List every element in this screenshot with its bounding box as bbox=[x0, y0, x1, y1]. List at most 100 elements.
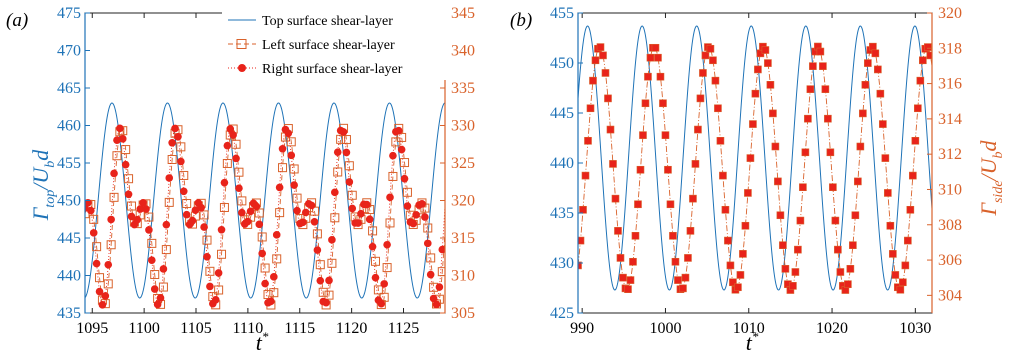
data-point-circle bbox=[316, 276, 325, 285]
data-point-square bbox=[739, 250, 747, 258]
panel-a-y-ticks-right: 305 310 315 320 325 330 335 340 345 bbox=[440, 5, 475, 322]
data-point-square bbox=[886, 221, 895, 230]
data-point-circle bbox=[203, 252, 211, 261]
data-point-circle bbox=[272, 231, 281, 239]
y-tick-label-left: 445 bbox=[550, 105, 574, 122]
y-tick-label-left: 450 bbox=[550, 55, 574, 72]
data-point-square bbox=[106, 240, 116, 250]
data-point-circle bbox=[92, 259, 101, 268]
y-tick-label-right: 304 bbox=[938, 287, 962, 304]
data-point-circle bbox=[107, 215, 115, 224]
data-point-square bbox=[578, 261, 582, 270]
data-point-square bbox=[616, 254, 625, 262]
data-point-square bbox=[816, 47, 825, 56]
data-point-square bbox=[789, 282, 797, 290]
data-point-square bbox=[121, 145, 131, 155]
x-tick-label: 1115 bbox=[284, 320, 315, 337]
data-point-circle bbox=[345, 178, 354, 186]
data-point-square bbox=[385, 218, 395, 228]
data-point-circle bbox=[365, 215, 374, 224]
data-point-circle bbox=[261, 279, 269, 288]
data-point-square bbox=[671, 257, 680, 266]
panel-b-x-ticks: 990 1000 1010 1020 1030 bbox=[570, 13, 931, 337]
data-point-square bbox=[629, 257, 637, 266]
y-tick-label-right: 310 bbox=[451, 268, 475, 285]
data-point-square bbox=[764, 59, 772, 67]
data-point-circle bbox=[246, 207, 255, 216]
panel-a-ylabel-left: Γtop/Ubd bbox=[28, 149, 58, 221]
data-point-square bbox=[701, 51, 710, 60]
data-point-square bbox=[721, 205, 730, 214]
data-point-circle bbox=[418, 200, 426, 208]
data-point-square bbox=[871, 49, 880, 58]
data-point-square bbox=[176, 142, 186, 152]
data-point-square bbox=[373, 285, 383, 295]
y-tick-label-right: 310 bbox=[938, 181, 962, 198]
data-point-circle bbox=[156, 294, 165, 302]
legend-marker-left bbox=[236, 39, 247, 49]
data-point-circle bbox=[331, 188, 339, 197]
data-point-square bbox=[591, 56, 600, 65]
data-point-circle bbox=[270, 273, 278, 281]
data-point-circle bbox=[421, 213, 429, 221]
data-point-square bbox=[861, 81, 870, 89]
data-point-square bbox=[706, 44, 715, 53]
data-point-square bbox=[202, 235, 212, 245]
data-point-circle bbox=[188, 216, 197, 225]
data-point-square bbox=[896, 285, 905, 294]
data-point-square bbox=[219, 202, 229, 212]
data-point-square bbox=[781, 265, 790, 273]
data-point-square bbox=[851, 211, 860, 220]
data-point-circle bbox=[339, 128, 348, 136]
data-point-square bbox=[272, 254, 282, 264]
data-point-square bbox=[916, 76, 925, 85]
y-tick-label-right: 340 bbox=[451, 43, 475, 60]
data-point-square bbox=[624, 285, 632, 293]
data-point-square bbox=[327, 258, 337, 268]
data-point-square bbox=[919, 56, 927, 65]
y-tick-label-left: 430 bbox=[550, 255, 574, 272]
data-point-circle bbox=[389, 151, 397, 160]
data-point-square bbox=[681, 273, 690, 282]
data-point-square bbox=[614, 227, 622, 235]
data-point-circle bbox=[252, 202, 261, 211]
data-point-circle bbox=[394, 126, 403, 135]
data-point-circle bbox=[200, 223, 208, 231]
data-point-square bbox=[333, 167, 343, 177]
data-point-circle bbox=[290, 181, 298, 189]
panel-a-y-ticks-left: 435 440 445 450 455 460 465 470 475 bbox=[57, 5, 90, 322]
data-point-circle bbox=[95, 287, 104, 296]
data-point-square bbox=[719, 171, 727, 180]
data-point-square bbox=[831, 216, 840, 225]
x-tick-label: 1105 bbox=[180, 320, 211, 337]
y-tick-label-left: 475 bbox=[57, 5, 81, 22]
data-point-square bbox=[846, 265, 855, 273]
data-point-square bbox=[347, 190, 357, 200]
data-point-square bbox=[584, 136, 592, 145]
data-point-circle bbox=[328, 236, 336, 244]
y-tick-label-right: 312 bbox=[938, 146, 962, 163]
data-point-square bbox=[124, 174, 134, 184]
data-point-circle bbox=[287, 151, 296, 160]
data-point-circle bbox=[98, 301, 107, 309]
data-point-square bbox=[754, 65, 762, 74]
data-point-circle bbox=[310, 217, 319, 226]
data-point-square bbox=[109, 192, 119, 202]
data-point-square bbox=[222, 158, 232, 168]
y-tick-label-left: 435 bbox=[550, 205, 574, 222]
data-point-square bbox=[736, 271, 745, 279]
data-point-circle bbox=[275, 183, 284, 192]
data-point-square bbox=[341, 135, 351, 145]
data-point-square bbox=[370, 256, 380, 266]
data-point-square bbox=[836, 268, 845, 276]
data-point-square bbox=[199, 210, 209, 220]
data-point-square bbox=[796, 216, 805, 225]
data-point-square bbox=[641, 99, 650, 108]
data-point-square bbox=[237, 196, 247, 206]
data-point-circle bbox=[191, 206, 200, 214]
data-point-circle bbox=[412, 211, 420, 219]
data-point-square bbox=[182, 199, 192, 209]
data-point-square bbox=[801, 148, 810, 157]
data-point-square bbox=[278, 163, 288, 173]
data-point-circle bbox=[301, 208, 310, 217]
